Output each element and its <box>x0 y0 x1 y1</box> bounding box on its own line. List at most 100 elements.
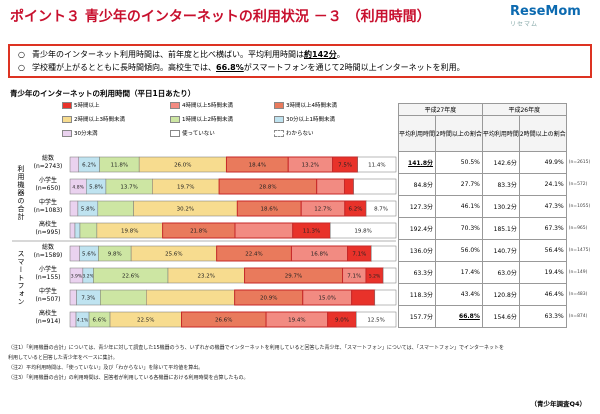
legend-label: わからない <box>286 131 314 137</box>
row-name: 中学生 <box>38 199 57 206</box>
bar-seg-under30m <box>69 222 76 239</box>
row-name: 総数 <box>41 155 54 162</box>
over2h-26: 49.9% <box>518 151 567 174</box>
bar-seg-not-used <box>382 267 397 284</box>
row-name: 小学生 <box>38 266 57 273</box>
legend-item-2to3h: 2時間以上3時間未満 <box>62 115 125 123</box>
bar-seg-2to3h <box>146 289 235 306</box>
n-26: (n=483) <box>568 292 588 297</box>
bar-seg-1to2h <box>100 289 147 306</box>
row-name: 総数 <box>41 244 54 251</box>
bar-data-label: 9.8% <box>108 252 122 258</box>
over2h-26: 63.3% <box>518 305 567 328</box>
group-label-smartphone: スマートフォン <box>17 250 25 306</box>
summary-text: 青少年のインターネット利用時間は、前年度と比べ横ばい。平均利用時間は <box>32 50 304 59</box>
row-label: 高校生 (n=914) <box>28 310 68 326</box>
avg-time-26: 185.1分 <box>481 217 520 240</box>
row-label: 中学生 (n=1083) <box>28 199 68 215</box>
over2h-27: 56.0% <box>435 239 483 262</box>
legend-item-4to5h: 4時間以上5時間未満 <box>170 101 233 109</box>
bar-seg-1to2h <box>97 200 134 217</box>
legend-item-unknown: わからない <box>274 129 314 137</box>
bar-data-label: 6.6% <box>93 318 107 324</box>
bar-data-label: 25.6% <box>165 252 182 258</box>
row-n: (n=995) <box>35 229 61 236</box>
row-name: 高校生 <box>38 310 57 317</box>
bar-data-label: 8.7% <box>374 207 388 213</box>
over2h-26: 46.4% <box>518 283 567 306</box>
bar-data-label: 22.6% <box>122 274 139 280</box>
row-n: (n=1589) <box>33 252 63 259</box>
over2h-26: 56.4% <box>518 239 567 262</box>
table-year-header: 平成26年度 <box>481 103 567 116</box>
summary-text: 。 <box>336 50 345 59</box>
n-26: (n=1055) <box>568 204 591 209</box>
bar-data-label: 7.3% <box>81 296 95 302</box>
table-col-header: 平均利用時間 <box>397 115 437 152</box>
bar-seg-under30m <box>69 200 79 217</box>
n-26: (n=572) <box>568 182 588 187</box>
logo-subtext: リセマム <box>510 21 539 28</box>
bar-data-label: 19.7% <box>177 185 194 191</box>
summary-text: 学校種が上がるとともに長時間傾向。高校生では、 <box>32 63 216 72</box>
row-n: (n=507) <box>35 296 61 303</box>
avg-time-27: 84.8分 <box>397 173 437 196</box>
table-year-header: 平成27年度 <box>398 103 483 116</box>
bar-data-label: 19.4% <box>288 318 305 324</box>
bar-seg-4to5h <box>234 222 294 239</box>
row-label: 高校生 (n=995) <box>28 221 68 237</box>
legend-label: 使っていない <box>182 131 215 137</box>
summary-text: がスマートフォンを通じて2時間以上インターネットを利用。 <box>243 63 465 72</box>
bar-data-label: 23.2% <box>198 274 215 280</box>
avg-time-26: 83.3分 <box>481 173 520 196</box>
avg-time-27: 141.8分 <box>397 151 437 174</box>
over2h-26: 24.1% <box>518 173 567 196</box>
bar-seg-over5h <box>343 178 355 195</box>
bar-data-label: 5.6% <box>82 252 96 258</box>
bar-data-label: 26.6% <box>215 318 232 324</box>
avg-time-26: 154.6分 <box>481 305 520 328</box>
bar-data-label: 9.0% <box>335 318 349 324</box>
legend-swatch <box>274 102 284 109</box>
row-label: 小学生 (n=155) <box>28 266 68 282</box>
logo-text: ReseMom <box>510 4 581 19</box>
bar-data-label: 7.5% <box>338 163 352 169</box>
over2h-27: 27.7% <box>435 173 483 196</box>
legend-swatch <box>274 130 284 137</box>
n-26: (n=965) <box>568 226 588 231</box>
avg-time-26: 130.2分 <box>481 195 520 218</box>
table-spacer <box>566 116 599 152</box>
over2h-27: 66.8% <box>435 305 483 328</box>
bar-seg-not-used <box>374 289 397 306</box>
footnote: （注1）「利用機器の合計」については、青少年に対して調査した15機器のうち、いず… <box>8 345 504 351</box>
bar-data-label: 11.4% <box>368 163 385 169</box>
bar-seg-not-used <box>371 245 397 262</box>
bar-data-label: 5.8% <box>81 207 95 213</box>
bar-seg-not-used <box>330 222 397 239</box>
bar-data-label: 22.5% <box>137 318 154 324</box>
bullet-icon: ○ <box>18 50 25 59</box>
n-26: (n=149) <box>568 270 588 275</box>
bar-data-label: 6.2% <box>82 163 96 169</box>
over2h-27: 17.4% <box>435 261 483 284</box>
table-row: 157.7分 66.8% 154.6分 63.3% (n=874) <box>397 305 600 328</box>
legend-item-over5h: 5時間以上 <box>62 101 100 109</box>
group-label-all-devices: 利用機器の合計 <box>17 165 25 221</box>
bar-seg-under30m <box>69 245 80 262</box>
row-name: 高校生 <box>38 221 57 228</box>
bar-data-label: 12.5% <box>367 318 384 324</box>
table-row: 136.0分 56.0% 140.7分 56.4% (n=1475) <box>397 239 600 262</box>
legend-item-1to2h: 1時間以上2時間未満 <box>170 115 233 123</box>
legend-label: 30分以上1時間未満 <box>286 117 335 123</box>
legend-swatch <box>170 116 180 123</box>
n-26: (n=2615) <box>568 160 591 165</box>
bar-data-label: 29.7% <box>285 274 302 280</box>
bar-data-label: 30.2% <box>177 207 194 213</box>
bar-data-label: 15.0% <box>318 296 335 302</box>
avg-time-26: 140.7分 <box>481 239 520 262</box>
bar-seg-not-used <box>357 156 397 173</box>
table-col-header: 平均利用時間 <box>481 115 520 152</box>
avg-time-27: 118.3分 <box>397 283 437 306</box>
